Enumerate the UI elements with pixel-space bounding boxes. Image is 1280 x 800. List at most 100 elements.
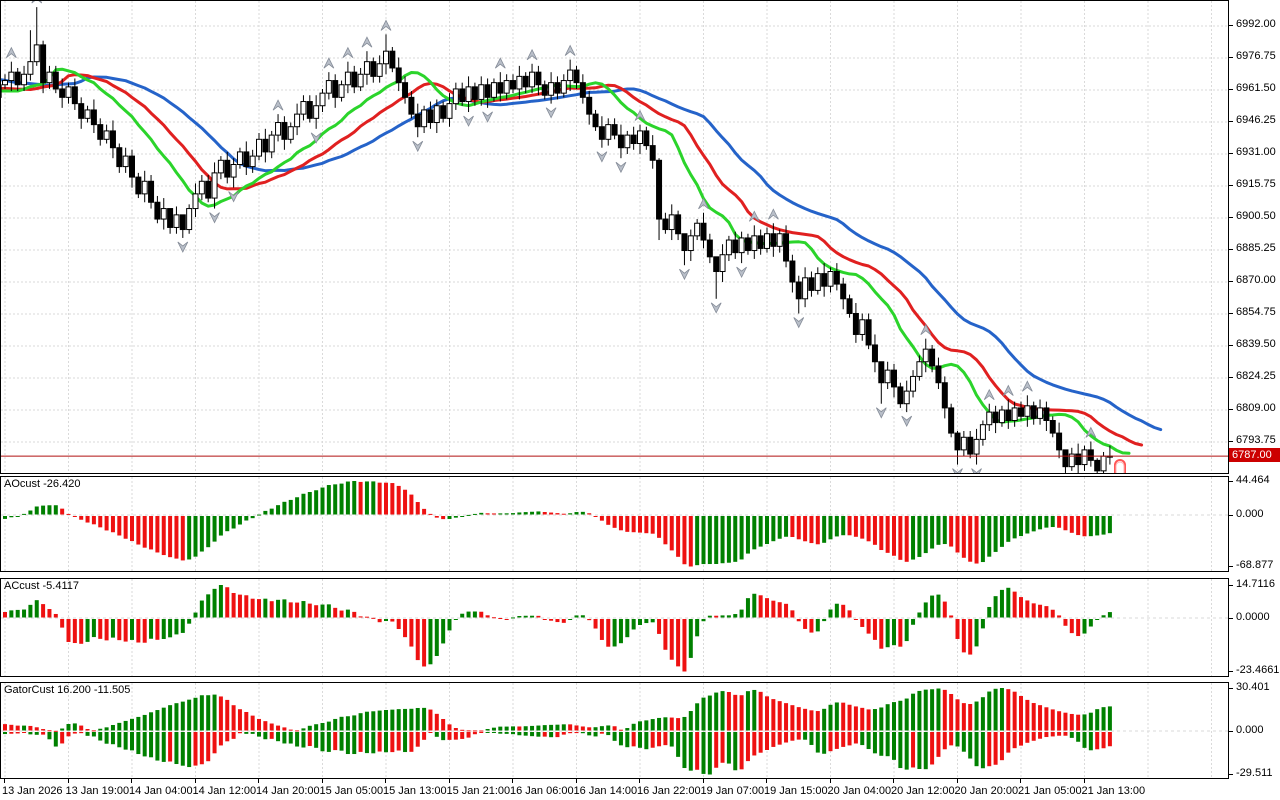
- fractal-down-icon: [615, 161, 627, 174]
- fractal-up-icon: [494, 57, 506, 69]
- price-axis-label: 6793.75: [1236, 434, 1276, 446]
- price-chart-canvas[interactable]: [1, 1, 1228, 473]
- fractal-down-icon: [679, 268, 690, 281]
- axis-tick: [1229, 688, 1233, 689]
- fractal-down-icon: [463, 115, 474, 127]
- gator-histogram-canvas[interactable]: [1, 683, 1228, 778]
- fractal-down-icon: [310, 132, 322, 144]
- axis-tick: [1229, 153, 1233, 154]
- time-axis-label: 14 Jan 20:00: [256, 785, 320, 797]
- price-axis[interactable]: 6787.00 6992.00 6976.75 6961.50 6946.25 6931…: [1229, 0, 1280, 800]
- axis-tick: [1229, 57, 1233, 58]
- price-axis-label: 0.000: [1236, 724, 1264, 736]
- fractal-down-icon: [793, 317, 805, 329]
- fractal-down-icon: [177, 241, 189, 253]
- axis-tick: [67, 779, 69, 783]
- ao-indicator-label: AOcust -26.420: [4, 478, 81, 490]
- axis-tick: [1229, 774, 1233, 775]
- time-axis-label: 14 Jan 12:00: [192, 785, 257, 797]
- fractal-up-icon: [1021, 380, 1033, 392]
- fractal-down-icon: [412, 140, 424, 153]
- axis-tick: [1229, 249, 1233, 250]
- price-axis-label: 6885.25: [1236, 242, 1276, 254]
- fractal-up-icon: [1002, 384, 1014, 396]
- fractal-up-icon: [767, 208, 779, 220]
- axis-tick: [1229, 89, 1233, 90]
- axis-tick: [131, 779, 132, 783]
- time-axis-label: 20 Jan 20:00: [954, 785, 1019, 797]
- fractal-down-icon: [596, 151, 608, 163]
- axis-tick: [321, 779, 323, 783]
- axis-tick: [1229, 25, 1233, 26]
- price-axis-label: 44.464: [1236, 474, 1270, 486]
- price-axis-label: 0.0000: [1236, 611, 1270, 623]
- axis-tick: [1229, 121, 1233, 122]
- fractal-down-icon: [710, 302, 722, 314]
- alligator-lips-line: [1, 67, 1131, 455]
- axis-tick: [1229, 566, 1233, 567]
- fractals-layer: [5, 1, 1097, 473]
- axis-tick: [702, 779, 704, 783]
- gator-indicator-label: GatorCust 16.200 -11.505: [4, 684, 131, 696]
- fractal-up-icon: [564, 44, 576, 56]
- gator-upper-histogram: [3, 688, 1112, 732]
- price-axis-label: 6931.00: [1236, 146, 1276, 158]
- fractal-up-icon: [983, 388, 995, 401]
- time-axis-label: 16 Jan 14:00: [573, 785, 638, 797]
- axis-tick: [1229, 671, 1233, 672]
- axis-tick: [258, 779, 259, 783]
- ao-histogram-canvas[interactable]: [1, 477, 1228, 571]
- axis-tick: [1229, 313, 1233, 314]
- axis-tick: [1229, 185, 1233, 186]
- ac-indicator-panel[interactable]: ACcust -5.4117: [0, 578, 1229, 677]
- fractal-down-icon: [971, 468, 982, 473]
- candles-layer: [1, 7, 1113, 473]
- price-axis-label: 6854.75: [1236, 306, 1276, 318]
- gator-indicator-panel[interactable]: GatorCust 16.200 -11.505: [0, 682, 1229, 779]
- fractal-down-icon: [901, 415, 913, 428]
- fractal-down-icon: [875, 407, 887, 419]
- axis-tick: [575, 779, 577, 783]
- time-axis[interactable]: 13 Jan 2026 13 Jan 19:00 14 Jan 04:00 14 Ja…: [0, 779, 1229, 800]
- price-axis-label: 6961.50: [1236, 82, 1276, 94]
- ac-histogram-canvas[interactable]: [1, 579, 1228, 676]
- axis-tick: [956, 779, 958, 783]
- price-axis-label: 6992.00: [1236, 18, 1276, 30]
- fractal-up-icon: [526, 48, 538, 61]
- price-axis-label: 6946.25: [1236, 114, 1276, 126]
- fractal-down-icon: [736, 266, 747, 279]
- price-axis-label: 6900.50: [1236, 210, 1276, 222]
- axis-tick: [1083, 779, 1085, 783]
- main-price-panel[interactable]: [0, 0, 1229, 474]
- fractal-down-icon: [482, 111, 493, 123]
- time-axis-label: 16 Jan 06:00: [510, 785, 574, 797]
- axis-tick: [1020, 779, 1021, 783]
- axis-tick: [1229, 585, 1233, 586]
- axis-tick: [1229, 515, 1233, 516]
- fractal-up-icon: [31, 1, 43, 4]
- time-axis-label: 14 Jan 04:00: [129, 785, 193, 797]
- axis-tick: [1229, 731, 1233, 732]
- price-axis-label: 6824.25: [1236, 370, 1276, 382]
- price-axis-label: 30.401: [1236, 681, 1270, 693]
- time-axis-label: 20 Jan 12:00: [891, 785, 955, 797]
- fractal-up-icon: [323, 57, 335, 69]
- fractal-down-icon: [952, 468, 963, 473]
- axis-tick: [893, 779, 894, 783]
- sell-signal-arrow-icon: [1108, 459, 1132, 473]
- axis-tick: [766, 779, 767, 783]
- grid-layer: [1, 683, 1228, 778]
- fractal-up-icon: [272, 99, 284, 111]
- fractal-up-icon: [698, 197, 709, 210]
- ao-indicator-panel[interactable]: AOcust -26.420: [0, 476, 1229, 572]
- fractal-down-icon: [545, 107, 557, 119]
- price-axis-label: -68.877: [1236, 559, 1274, 571]
- price-axis-label: 6809.00: [1236, 402, 1276, 414]
- alligator-teeth-line: [1, 73, 1144, 447]
- axis-tick: [1229, 281, 1233, 282]
- price-axis-label: 6976.75: [1236, 50, 1276, 62]
- time-axis-label: 20 Jan 04:00: [827, 785, 892, 797]
- axis-tick: [1229, 618, 1233, 619]
- axis-tick: [1229, 217, 1233, 218]
- price-axis-label: 14.7116: [1236, 578, 1275, 590]
